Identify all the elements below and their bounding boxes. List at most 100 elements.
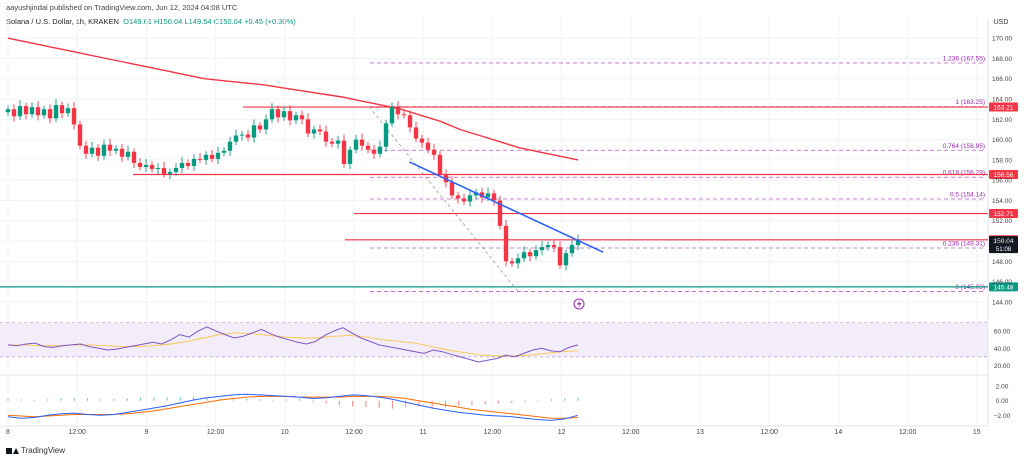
candle-body — [359, 139, 365, 146]
candle-body — [377, 146, 383, 154]
candle-body — [161, 168, 167, 175]
candle-body — [383, 123, 389, 147]
candle-body — [11, 109, 17, 117]
price-tick-label: 146.00 — [992, 279, 1012, 286]
price-tick-label: 164.00 — [992, 97, 1012, 104]
candle-body — [449, 182, 455, 196]
candle-body — [557, 247, 563, 266]
candle-body — [239, 134, 245, 136]
level-price-badge — [989, 102, 1018, 112]
candle-body — [491, 193, 497, 201]
tradingview-brand[interactable]: TradingView — [6, 446, 65, 455]
candle-body — [107, 144, 113, 151]
candle-body — [227, 141, 233, 151]
candle-body — [185, 162, 191, 166]
x-tick-label: 14 — [835, 429, 843, 436]
candle-body — [41, 109, 47, 116]
candle-body — [389, 107, 395, 124]
candle-body — [71, 108, 77, 125]
x-tick-label: 11 — [420, 429, 427, 436]
level-price-badge-label: 156.56 — [994, 172, 1014, 179]
candle-body — [173, 168, 179, 173]
countdown-label: 51:08 — [996, 246, 1012, 253]
candle-body — [509, 261, 515, 264]
x-tick-label: 12:00 — [68, 429, 86, 436]
candle-body — [83, 145, 89, 154]
candle-body — [269, 109, 275, 120]
rsi-tick-label: 60.00 — [994, 329, 1011, 336]
candle-body — [431, 149, 437, 155]
fib-level-label: 0.5 (154.14) — [950, 192, 985, 199]
candle-body — [65, 108, 71, 114]
candle-body — [413, 127, 419, 139]
candle-body — [473, 192, 479, 196]
fib-level-label: 1 (163.25) — [955, 99, 985, 106]
brand-name: TradingView — [21, 446, 66, 455]
candle-body — [407, 115, 413, 128]
symbol-line: Solana / U.S. Dollar, 1h, KRAKEN O149.61… — [6, 17, 296, 26]
candle-body — [527, 252, 533, 257]
candle-body — [35, 107, 41, 116]
candle-body — [461, 198, 467, 202]
candle-body — [305, 119, 311, 134]
x-tick-label: 12:00 — [345, 429, 363, 436]
candle-body — [23, 106, 29, 115]
price-tick-label: 168.00 — [992, 56, 1012, 63]
candle-body — [521, 252, 527, 259]
candle-body — [467, 195, 473, 202]
candle-body — [47, 109, 53, 119]
x-tick-label: 12:00 — [207, 429, 225, 436]
x-tick-label: 12:00 — [484, 429, 502, 436]
x-tick-label: 12:00 — [760, 429, 778, 436]
candle-body — [215, 152, 221, 159]
candle-body — [137, 162, 143, 167]
symbol-title: Solana / U.S. Dollar, 1h, KRAKEN — [6, 17, 119, 26]
lightning-icon — [577, 300, 582, 309]
candle-body — [233, 135, 239, 142]
candle-body — [335, 140, 341, 144]
level-price-badge-label: 145.48 — [994, 284, 1014, 291]
candle-body — [515, 258, 521, 264]
candle-body — [533, 250, 539, 257]
candle-body — [89, 147, 95, 154]
candle-body — [95, 147, 101, 156]
candle-body — [101, 144, 107, 156]
candle-body — [347, 149, 353, 164]
candle-body — [293, 115, 299, 121]
level-price-badge-label: 163.21 — [994, 105, 1014, 112]
level-price-badge — [989, 209, 1018, 219]
macd-tick-label: −2.00 — [994, 413, 1011, 420]
x-tick-label: 13 — [696, 429, 704, 436]
fib-level-label: 0.618 (156.29) — [943, 170, 985, 177]
level-price-badge — [989, 282, 1018, 292]
x-tick-label: 15 — [973, 429, 981, 436]
candle-body — [77, 124, 83, 146]
candle-body — [341, 140, 347, 164]
candle-body — [287, 111, 293, 121]
rsi-line — [7, 326, 579, 363]
current-price-label: 150.04 — [994, 238, 1014, 245]
fib-level-label: 0.236 (149.31) — [943, 241, 985, 248]
rsi-ma-line — [8, 332, 579, 357]
tradingview-logo-icon — [6, 447, 19, 455]
candle-body — [539, 247, 545, 251]
price-tick-label: 156.00 — [992, 178, 1012, 185]
candle-body — [59, 105, 65, 114]
candle-body — [323, 131, 329, 142]
candle-body — [353, 139, 359, 150]
x-tick-label: 12:00 — [622, 429, 640, 436]
candle-body — [143, 164, 149, 167]
candle-body — [503, 225, 509, 262]
fib-level-label: 1.236 (167.55) — [943, 56, 985, 63]
price-tick-label: 158.00 — [992, 157, 1012, 164]
bearish-trendline — [409, 161, 604, 253]
price-tick-label: 154.00 — [992, 198, 1012, 205]
candle-body — [179, 162, 185, 168]
candle-body — [425, 142, 431, 150]
candle-body — [299, 115, 305, 120]
publisher-line: aayushjindal published on TradingView.co… — [6, 3, 238, 12]
candle-body — [551, 245, 557, 248]
candle-body — [395, 107, 401, 115]
candle-body — [203, 154, 209, 160]
